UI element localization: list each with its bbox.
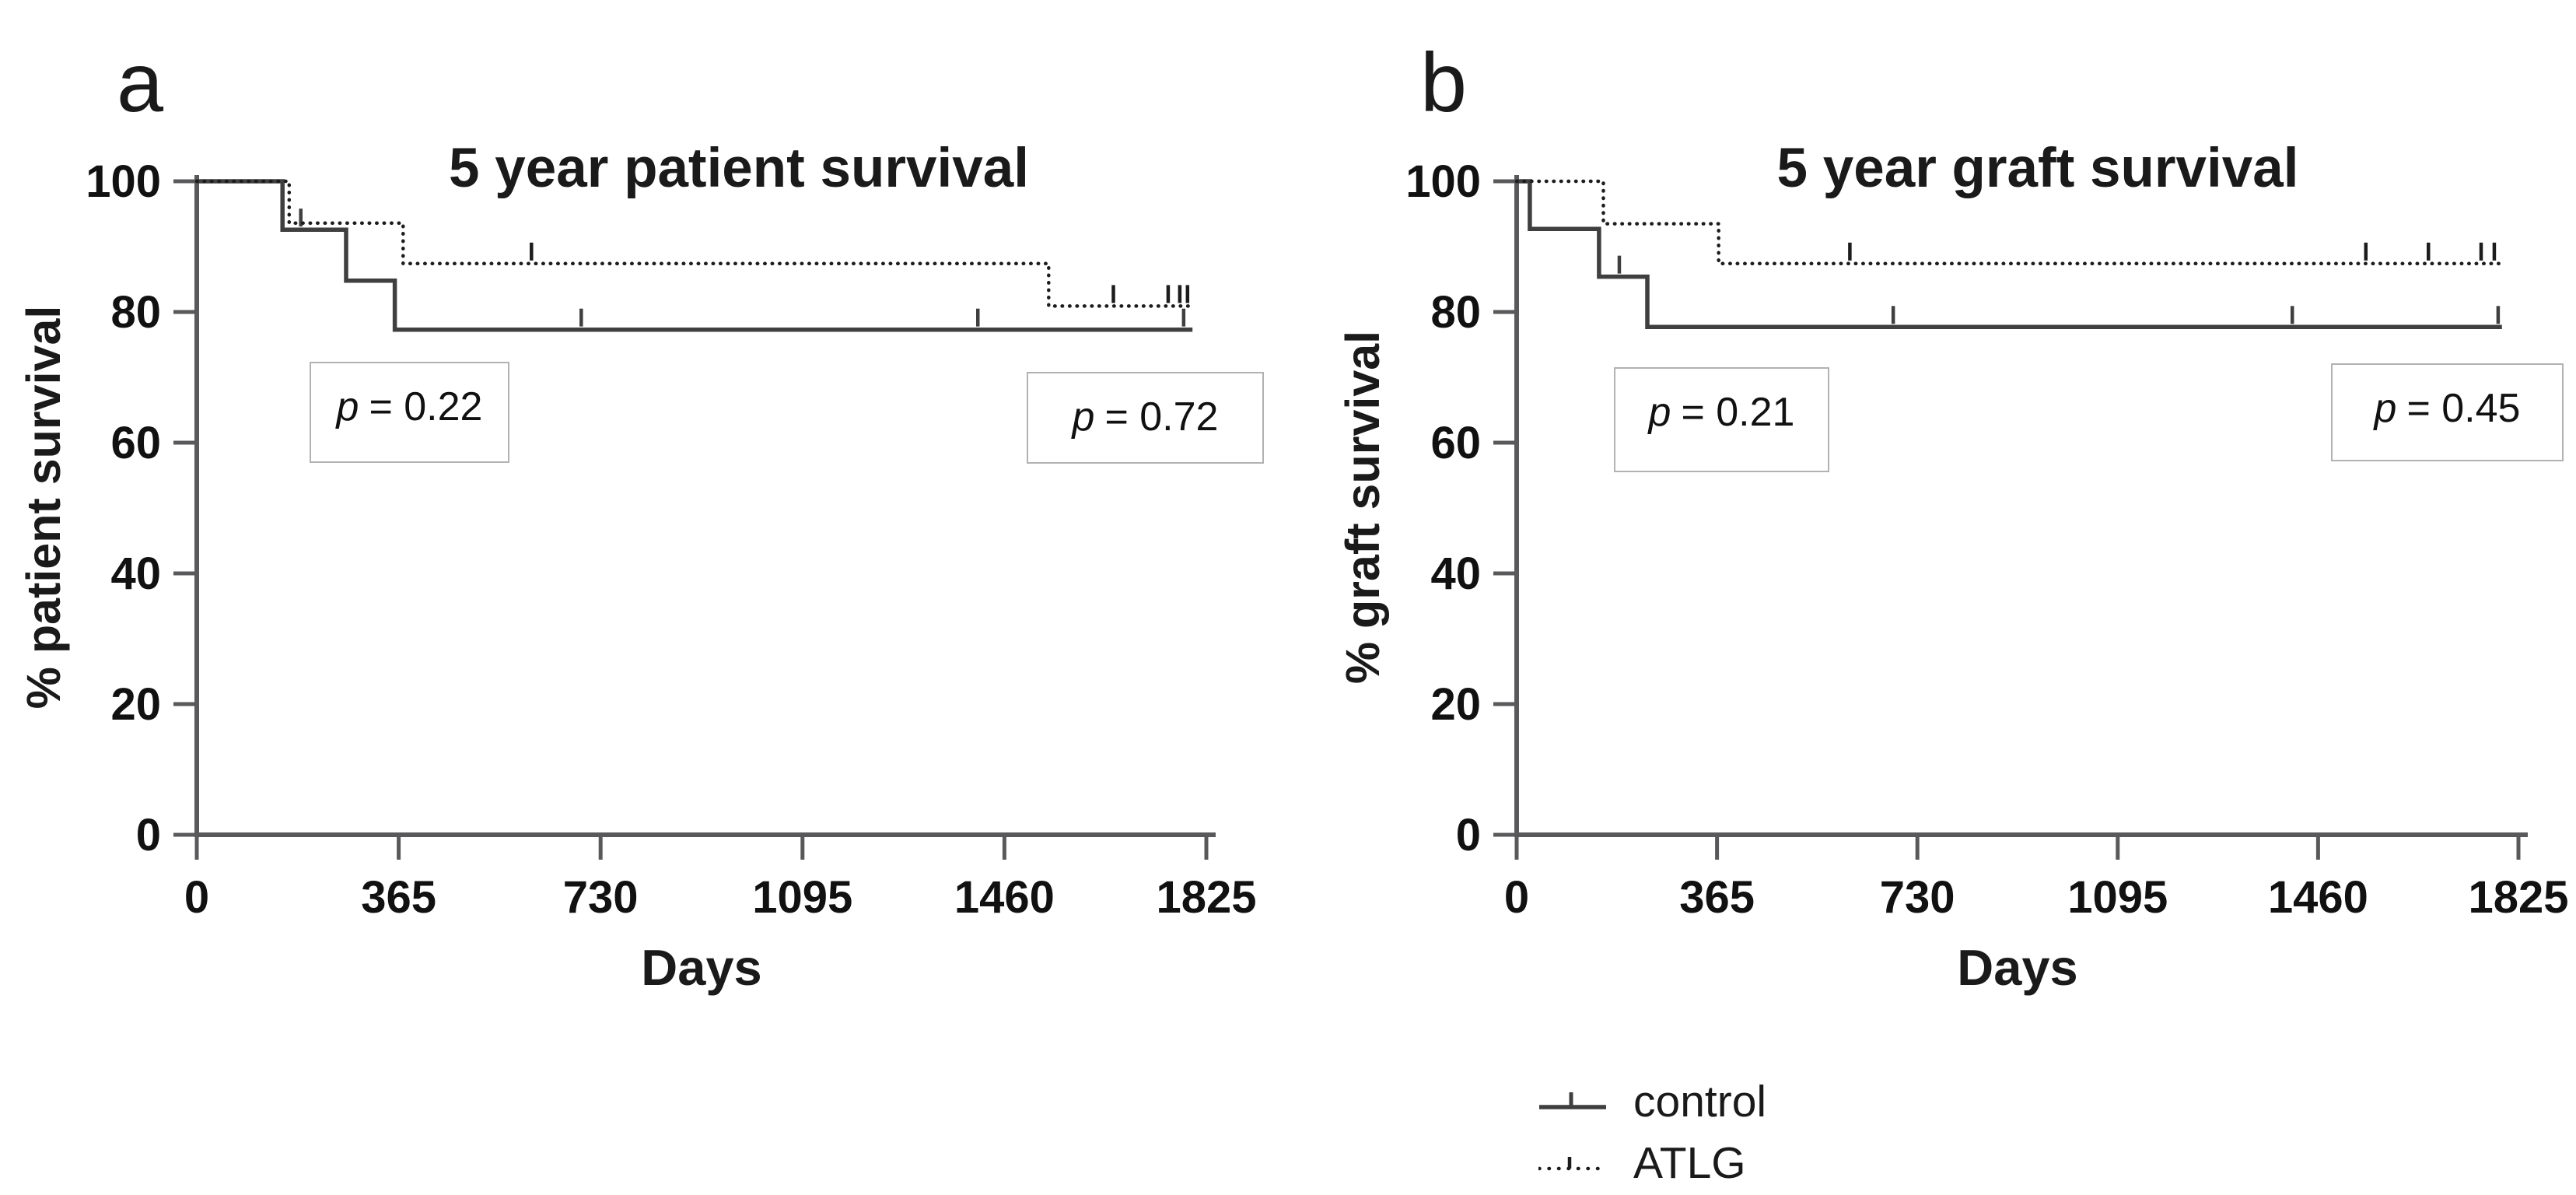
x-tick-label: 730 [563,872,639,923]
y-tick-label: 100 [1405,156,1481,207]
legend-label-control: control [1633,1076,1767,1127]
p-value-text: = 0.45 [2406,386,2521,431]
solid-line-with-censor-tick-icon [1539,1092,1606,1109]
x-tick-label: 0 [1504,872,1529,923]
y-tick-label: 0 [136,810,161,860]
x-tick-label: 365 [1679,872,1755,923]
y-tick-label: 40 [110,548,161,599]
x-tick-label: 1460 [2268,872,2368,923]
x-tick-label: 1825 [2468,872,2568,923]
x-tick-label: 365 [361,872,436,923]
legend-item-atlg: ATLG [1538,1132,1766,1193]
p-value-box-graft-early: p = 0.21 [1614,367,1829,472]
p-symbol: p [1072,394,1095,440]
p-symbol: p [336,384,359,429]
chart-title-graft-survival: 5 year graft survival [1776,138,2299,199]
x-tick-label: 1095 [2067,872,2168,923]
p-value-box-patient-late: p = 0.72 [1027,372,1264,464]
p-symbol: p [1648,390,1671,435]
y-tick-label: 100 [86,156,161,207]
figure-legend: control ATLG [1538,1071,1766,1193]
y-tick-label: 80 [1430,287,1481,338]
legend-item-control: control [1538,1071,1766,1132]
panel-letter-a: a [117,35,164,129]
p-value-text: = 0.72 [1104,394,1219,440]
legend-label-atlg: ATLG [1633,1137,1746,1188]
y-tick-label: 60 [110,418,161,468]
y-tick-label: 80 [110,287,161,338]
km-curve-atlg [1514,179,2502,266]
y-tick-label: 20 [110,679,161,730]
p-value-text: = 0.22 [369,384,483,429]
dotted-line-with-censor-tick-icon [1538,1156,1607,1170]
x-axis-label-days-a: Days [641,939,762,996]
p-symbol: p [2374,386,2397,431]
x-tick-label: 1460 [954,872,1055,923]
km-curve-control [197,179,1193,332]
x-axis-label-days-b: Days [1957,939,2078,996]
x-tick-label: 730 [1880,872,1955,923]
x-tick-label: 1825 [1156,872,1256,923]
p-value-text: = 0.21 [1681,390,1795,435]
panel-letter-b: b [1420,35,1468,129]
y-tick-label: 40 [1430,548,1481,599]
x-tick-label: 0 [184,872,209,923]
y-tick-label: 60 [1430,418,1481,468]
km-curve-atlg [194,179,1192,308]
y-tick-label: 0 [1456,810,1481,860]
x-tick-label: 1095 [752,872,852,923]
y-axis-label-patient: % patient survival [17,305,70,710]
y-axis-label-graft: % graft survival [1336,330,1389,685]
chart-title-patient-survival: 5 year patient survival [449,138,1029,199]
km-curve-control [1517,179,2502,330]
p-value-box-graft-late: p = 0.45 [2331,363,2564,461]
p-value-box-patient-early: p = 0.22 [310,362,509,463]
y-tick-label: 20 [1430,679,1481,730]
